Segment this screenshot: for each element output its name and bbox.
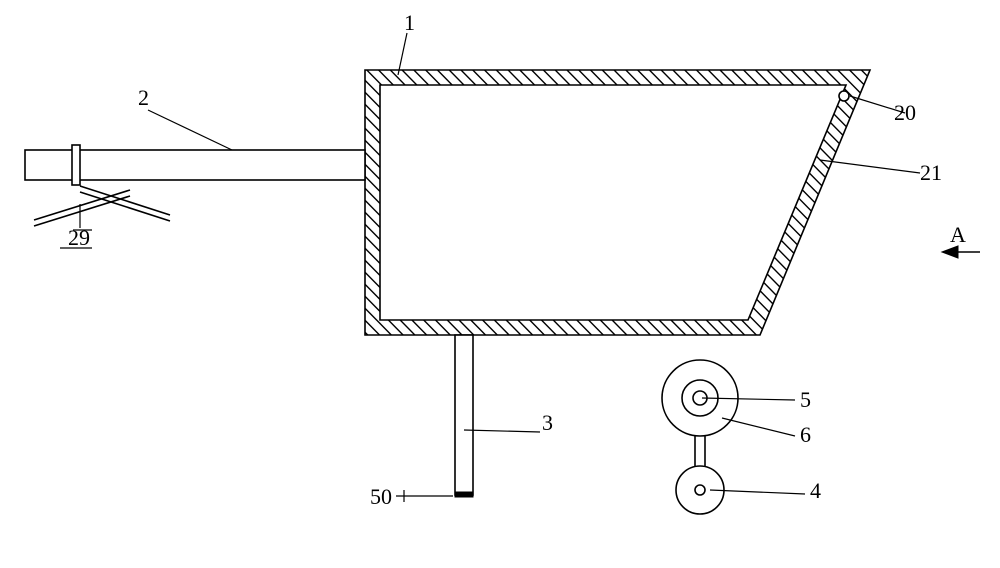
label-6: 6 (800, 422, 811, 447)
label-5: 5 (800, 387, 811, 412)
label-21: 21 (920, 160, 942, 185)
label-A: A (950, 222, 966, 247)
label-1: 1 (404, 10, 415, 35)
label-4: 4 (810, 478, 821, 503)
label-50: 50 (370, 484, 392, 509)
label-3: 3 (542, 410, 553, 435)
label-2: 2 (138, 85, 149, 110)
diagram-canvas: 1 2 20 21 A 29 3 5 6 4 50 (0, 0, 1000, 568)
label-20: 20 (894, 100, 916, 125)
label-29: 29 (68, 225, 90, 250)
